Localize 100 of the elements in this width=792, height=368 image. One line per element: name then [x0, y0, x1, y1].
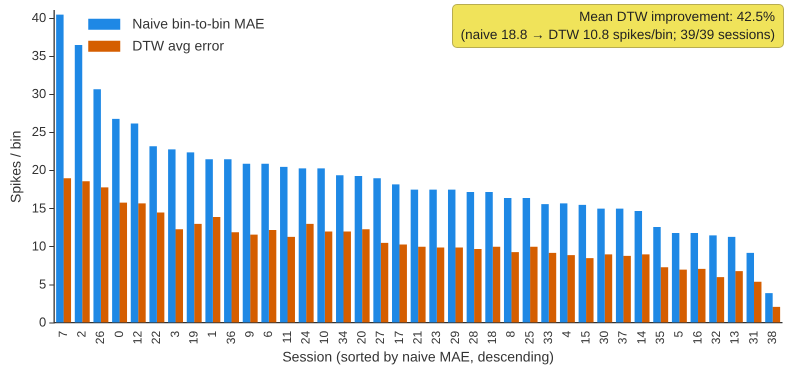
bar [765, 293, 773, 322]
annotation: Mean DTW improvement: 42.5% (naive 18.8 → DTW 10.8 spikes/bin; 39/39 sessions) [452, 4, 784, 48]
y-tick-label: 25 [32, 124, 46, 140]
bar [586, 258, 594, 322]
bar [324, 232, 332, 322]
bar [205, 159, 213, 322]
bar [194, 224, 202, 322]
bar [280, 166, 288, 322]
x-tick-label: 4 [560, 330, 574, 338]
x-tick-label: 9 [242, 330, 256, 338]
bar [156, 212, 164, 322]
x-tick-label: 10 [317, 330, 332, 344]
bar [336, 175, 344, 322]
x-tick-label: 2 [74, 330, 89, 338]
bar [634, 210, 642, 322]
bar [317, 168, 325, 322]
x-tick-label: 3 [168, 330, 182, 338]
bar [392, 184, 400, 322]
bar [642, 254, 650, 322]
y-tick-label: 10 [32, 238, 46, 254]
x-tick-label: 23 [429, 330, 444, 344]
bar [112, 118, 120, 322]
bar [448, 190, 456, 322]
x-tick-label: 38 [764, 330, 779, 344]
x-tick-label: 35 [653, 330, 668, 344]
bar [354, 176, 362, 322]
bar [120, 202, 128, 322]
x-tick-label: 7 [56, 330, 70, 338]
x-tick-label: 14 [634, 330, 648, 344]
bar [698, 268, 706, 322]
bar [232, 232, 239, 322]
x-tick-label: 8 [504, 330, 518, 338]
bar [74, 45, 82, 322]
bar [504, 198, 512, 322]
bar [548, 252, 556, 322]
x-tick-label: 6 [261, 330, 276, 338]
bar [176, 229, 184, 322]
bar [100, 187, 108, 322]
x-tick-label: 28 [466, 330, 480, 344]
bar [485, 192, 493, 322]
bar [660, 267, 668, 322]
x-tick-label: 11 [280, 330, 294, 344]
bar [250, 234, 258, 322]
bar [138, 203, 146, 322]
x-tick-label: 31 [746, 330, 760, 344]
x-tick-label: 21 [410, 330, 424, 344]
x-tick-label: 22 [149, 330, 164, 344]
bar [716, 277, 724, 322]
bar [186, 152, 194, 322]
bar [746, 252, 754, 322]
bar [530, 246, 538, 322]
bar [672, 233, 680, 322]
bar [261, 164, 269, 322]
x-tick-label: 24 [298, 330, 312, 344]
bar [56, 14, 64, 322]
bar [298, 168, 306, 322]
bar [653, 226, 661, 322]
bar [418, 246, 426, 322]
x-tick-label: 34 [336, 330, 350, 344]
x-tick-label: 29 [448, 330, 462, 344]
x-tick-label: 27 [373, 330, 388, 344]
bar [429, 190, 437, 322]
bar [690, 233, 698, 322]
bar [224, 159, 232, 322]
bar [709, 235, 717, 322]
bar [679, 270, 687, 322]
x-axis-title: Session (sorted by naive MAE, descending) [282, 348, 554, 364]
bar [168, 149, 176, 322]
bar [522, 198, 530, 322]
x-tick-label: 18 [485, 330, 500, 344]
bar [616, 208, 624, 322]
bar [492, 246, 500, 322]
bar [754, 282, 762, 322]
x-tick-label: 15 [578, 330, 592, 344]
y-tick-label: 5 [39, 276, 46, 292]
bar [772, 306, 780, 322]
bar [567, 255, 575, 322]
bar [474, 249, 482, 322]
x-tick-label: 33 [541, 330, 556, 344]
y-tick-label: 35 [32, 48, 46, 64]
bar [541, 204, 549, 322]
bar [343, 232, 351, 322]
x-tick-label: 16 [690, 330, 704, 344]
bar [604, 254, 612, 322]
x-tick-label: 5 [672, 330, 686, 338]
bar [728, 236, 736, 322]
x-tick-label: 37 [616, 330, 630, 344]
y-tick-label: 40 [32, 10, 46, 25]
x-tick-label: 32 [709, 330, 724, 344]
x-tick-label: 13 [728, 330, 742, 344]
bar [242, 164, 250, 322]
x-tick-label: 20 [354, 330, 368, 344]
bar [560, 203, 568, 322]
bar [511, 252, 519, 322]
x-tick-label: 0 [112, 330, 126, 338]
legend-label: Naive bin-to-bin MAE [132, 16, 265, 32]
bar [82, 181, 90, 322]
bar [597, 208, 605, 322]
x-tick-label: 30 [597, 330, 612, 344]
bar [130, 123, 138, 322]
